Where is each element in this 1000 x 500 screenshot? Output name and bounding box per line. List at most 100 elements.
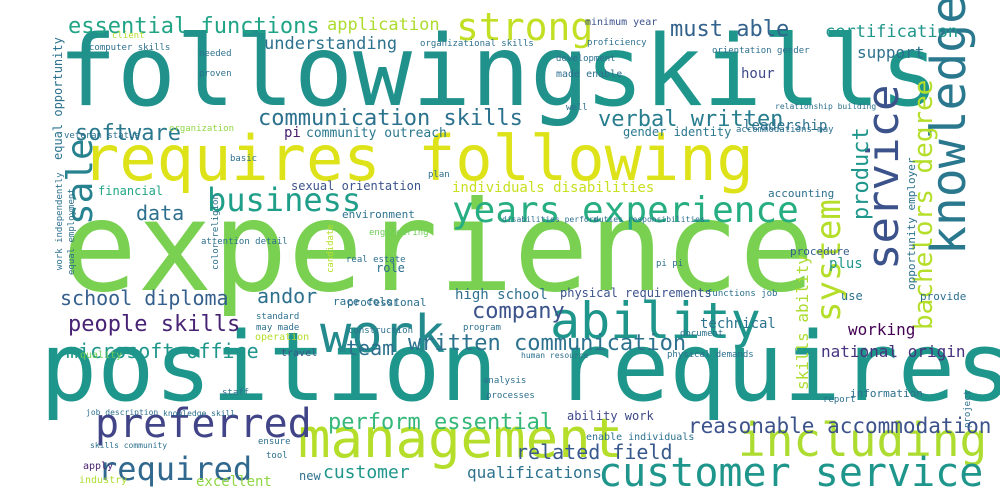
word-customer: customer [323, 462, 410, 483]
word-management: management [298, 407, 623, 470]
word-skills: skills [585, 15, 939, 129]
word-microsoft-office: microsoft office [66, 339, 259, 363]
word-tool: tool [266, 451, 288, 461]
word-role: role [376, 261, 405, 275]
word-service: service [858, 85, 909, 270]
word-basic: basic [230, 154, 257, 164]
word-knowledge-skill: knowledge skill [163, 409, 235, 418]
word-pi: pi [284, 125, 301, 141]
word-experience: experience [62, 175, 815, 320]
word-plan: plan [428, 170, 450, 180]
word-written-communication: written communication [408, 331, 686, 356]
word-well: well [566, 103, 588, 113]
word-made-enable: made enable [556, 69, 622, 80]
word-communication-skills: communication skills [258, 106, 523, 131]
word-apply: apply [83, 461, 113, 472]
word-hour: hour [741, 66, 775, 82]
word-equal-employment: equal employment [67, 188, 77, 275]
word-gender-identity: gender identity [623, 125, 731, 139]
word-construction: construction [348, 326, 413, 336]
word-travel: travel [281, 348, 317, 359]
word-andor: andor [257, 284, 317, 308]
word-product: product [849, 127, 874, 220]
word-work: work [320, 305, 445, 365]
word-ability: ability [550, 292, 761, 350]
word-preferred: preferred [95, 401, 312, 447]
word-data: data [136, 201, 184, 225]
word-understanding: understanding [264, 34, 397, 54]
word-physical-requirements: physical requirements [560, 286, 712, 300]
word-required: required [98, 450, 252, 488]
word-ensure: ensure [258, 437, 291, 447]
word-application: application [327, 15, 440, 35]
word-enable-individuals: enable individuals [586, 432, 694, 443]
word-including: including [738, 413, 987, 467]
word-business: business [207, 181, 361, 219]
word-years-experience: years experience [452, 190, 799, 231]
word-opportunity-employer: opportunity employer [905, 157, 918, 290]
word-verbal-written: verbal written [598, 107, 783, 132]
word-sale: sale [60, 138, 101, 225]
word-support: support [857, 43, 924, 62]
word-development: development [556, 54, 616, 64]
word-client: client [112, 31, 145, 41]
word-related-field: related field [516, 440, 673, 464]
word-engineering: engineering [369, 228, 429, 238]
word-company: company [472, 299, 565, 324]
word-community-outreach: community outreach [306, 126, 447, 141]
word-industry: industry [79, 475, 127, 486]
word-working: working [848, 320, 915, 339]
word-operation: operation [255, 332, 309, 343]
word-work-independently: work independently [55, 172, 65, 270]
word-bachelors-degree: bachelors degree [909, 80, 939, 330]
word-ability-work: ability work [567, 409, 654, 423]
word-skills-community: skills community [90, 441, 167, 450]
word-disabilities-perform: disabilities perform [502, 215, 599, 224]
word-functions-job: functions job [707, 289, 777, 299]
word-orientation-gender: orientation gender [712, 46, 810, 56]
word-standard: standard [256, 312, 299, 322]
word-people-skills: people skills [68, 312, 240, 337]
word-race-color: race color [333, 295, 400, 308]
word-organization: organization [169, 124, 234, 134]
word-school-diploma: school diploma [60, 286, 229, 310]
word-organizational-skills: organizational skills [420, 39, 534, 49]
word-skills-ability: skills ability [793, 255, 812, 390]
word-project: project [963, 390, 973, 428]
word-physical-demands: physical demands [667, 350, 754, 360]
word-staff: staff [222, 388, 249, 398]
word-analysis: analysis [483, 376, 526, 386]
word-needed: needed [199, 49, 232, 59]
word-program: program [463, 323, 501, 333]
word-candidate: candidate [326, 224, 336, 273]
word-high-school: high school [455, 287, 548, 303]
word-system: system [809, 199, 849, 322]
word-color-religion: color religion [211, 194, 221, 270]
word-certification: certification [825, 22, 958, 42]
word-environment: environment [342, 208, 415, 221]
word-accommodations-may: accommodations may [736, 125, 834, 135]
word-reasonable-accommodation: reasonable accommodation [688, 414, 991, 438]
word-document: document [680, 329, 723, 339]
word-report: report [823, 395, 856, 405]
word-national-origin: national origin [821, 342, 966, 361]
word-attention-detail: attention detail [201, 237, 288, 247]
word-software: software [75, 121, 181, 146]
word-processes: processes [486, 391, 535, 401]
word-individuals-disabilities: individuals disabilities [452, 180, 654, 196]
word-financial: financial [98, 184, 163, 198]
word-human-resource: human resource [521, 351, 589, 360]
word-use: use [841, 289, 863, 303]
word-relationship-building: relationship building [775, 102, 876, 111]
word-job-description: job description [86, 408, 158, 417]
word-duties-responsibilities: duties responsibilities [594, 215, 705, 224]
word-real-estate: real estate [346, 255, 406, 265]
word-perform-essential: perform essential [328, 410, 553, 435]
word-minimum-year: minimum year [585, 17, 657, 28]
word-sexual-orientation: sexual orientation [291, 179, 421, 193]
word-qualifications: qualifications [467, 463, 602, 482]
word-leadership: leadership [743, 118, 827, 134]
word-customer-service: customer service [598, 450, 983, 496]
word-quality: quality [80, 350, 122, 361]
